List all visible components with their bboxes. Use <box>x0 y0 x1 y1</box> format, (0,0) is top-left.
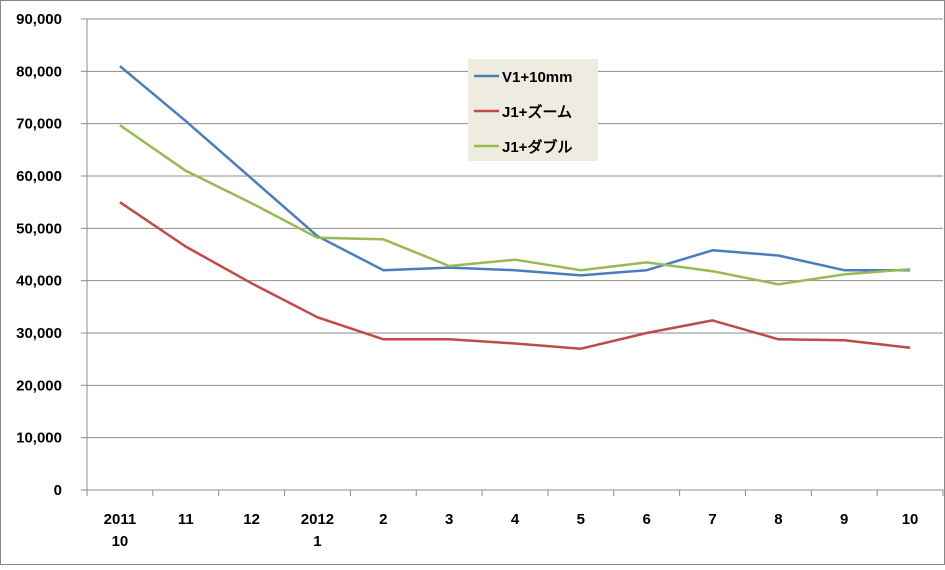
x-tick-label: 11 <box>178 511 194 528</box>
x-tick-label: 5 <box>577 511 585 528</box>
x-tick-label: 10 <box>112 533 129 550</box>
y-tick-label: 40,000 <box>16 273 62 290</box>
series-line-1 <box>119 65 911 277</box>
legend: V1+10mm J1+ズーム J1+ダブル <box>468 59 598 161</box>
x-tick-label: 1 <box>313 533 321 550</box>
x-tick-label: 3 <box>445 511 453 528</box>
series-lines <box>119 65 911 350</box>
x-tick-label: 8 <box>774 511 782 528</box>
y-tick-label: 90,000 <box>16 11 62 28</box>
x-tick-label: 2011 <box>104 511 137 528</box>
legend-label: V1+10mm <box>502 69 572 86</box>
y-tick-label: 0 <box>54 482 62 499</box>
series-line-2 <box>119 201 911 350</box>
x-tick-label: 2 <box>379 511 387 528</box>
y-tick-label: 60,000 <box>16 168 62 185</box>
legend-label: J1+ダブル <box>502 138 572 156</box>
y-tick-label: 80,000 <box>16 63 62 80</box>
y-tick-label: 70,000 <box>16 116 62 133</box>
legend-label: J1+ズーム <box>502 103 572 121</box>
y-tick-labels: 0 10,000 20,000 30,000 40,000 50,000 60,000 70,… <box>16 11 62 499</box>
x-tick-label: 7 <box>708 511 716 528</box>
axes <box>81 18 944 496</box>
y-tick-label: 10,000 <box>16 430 62 447</box>
x-tick-label: 4 <box>511 511 520 528</box>
y-tick-label: 20,000 <box>16 377 62 394</box>
x-tick-label: 2012 <box>301 511 334 528</box>
x-tick-label: 10 <box>902 511 919 528</box>
gridlines <box>87 18 943 439</box>
x-tick-label: 9 <box>840 511 848 528</box>
y-tick-label: 30,000 <box>16 325 62 342</box>
y-tick-label: 50,000 <box>16 220 62 237</box>
x-tick-label: 12 <box>243 511 260 528</box>
series-line-3 <box>119 124 911 286</box>
x-tick-label: 6 <box>643 511 651 528</box>
